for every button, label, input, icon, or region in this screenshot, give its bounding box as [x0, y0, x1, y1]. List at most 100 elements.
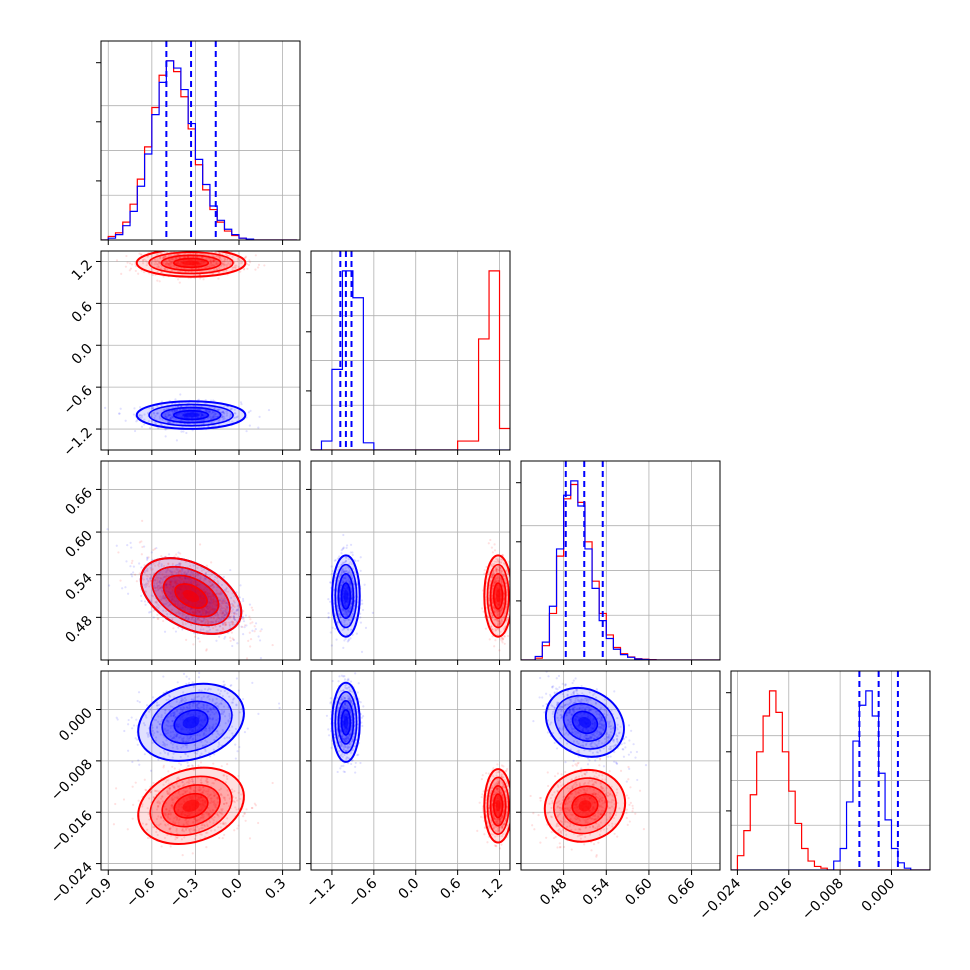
scatter-point — [259, 630, 262, 633]
scatter-point — [361, 608, 365, 612]
scatter-point — [141, 519, 144, 523]
scatter-point — [202, 260, 206, 263]
scatter-point — [487, 542, 490, 545]
scatter-point — [155, 253, 159, 256]
panel-1-1 — [306, 250, 511, 455]
scatter-point — [212, 399, 215, 402]
scatter-point — [338, 555, 341, 558]
scatter-point — [129, 267, 133, 270]
scatter-point — [166, 412, 170, 416]
panel-content — [112, 671, 281, 857]
scatter-point — [155, 266, 158, 269]
scatter-point — [141, 545, 144, 549]
scatter-point — [191, 267, 194, 270]
scatter-point — [131, 559, 134, 562]
scatter-point — [225, 269, 228, 273]
scatter-point — [483, 572, 486, 575]
scatter-point — [183, 264, 187, 267]
scatter-point — [194, 635, 197, 638]
scatter-point — [205, 409, 208, 413]
scatter-point — [166, 415, 170, 418]
scatter-point — [249, 618, 252, 621]
scatter-point — [173, 410, 177, 413]
scatter-point — [170, 261, 173, 264]
scatter-point — [190, 267, 194, 270]
scatter-point — [154, 422, 157, 425]
scatter-point — [225, 263, 228, 267]
scatter-point — [216, 255, 219, 258]
scatter-point — [148, 426, 152, 430]
scatter-point — [179, 393, 182, 396]
scatter-point — [511, 611, 513, 613]
scatter-point — [489, 538, 492, 542]
scatter-point — [201, 260, 204, 263]
scatter-point — [196, 255, 199, 259]
scatter-point — [178, 409, 181, 412]
scatter-point — [241, 597, 245, 601]
scatter-point — [340, 552, 343, 555]
scatter-point — [169, 417, 172, 420]
scatter-point — [170, 416, 173, 419]
scatter-point — [108, 584, 111, 587]
scatter-point — [215, 639, 218, 642]
scatter-point — [210, 415, 213, 418]
scatter-point — [498, 649, 501, 652]
scatter-point — [349, 543, 353, 546]
scatter-point — [177, 405, 180, 408]
scatter-point — [258, 415, 261, 418]
scatter-point — [178, 253, 182, 256]
scatter-point — [248, 424, 251, 427]
scatter-point — [510, 624, 512, 626]
scatter-point — [237, 265, 240, 269]
scatter-point — [488, 638, 491, 641]
scatter-point — [200, 413, 204, 416]
scatter-point — [198, 419, 201, 422]
scatter-point — [140, 253, 143, 257]
scatter-point — [214, 415, 217, 418]
scatter-point — [199, 252, 202, 256]
scatter-point — [124, 586, 127, 589]
y-tick-label: 0.6 — [69, 299, 96, 326]
scatter-point — [152, 609, 155, 612]
panel-0-0 — [96, 40, 301, 245]
scatter-point — [202, 261, 205, 264]
scatter-point — [152, 616, 155, 619]
scatter-point — [158, 261, 161, 264]
scatter-point — [164, 413, 168, 416]
scatter-point — [209, 399, 213, 402]
scatter-point — [212, 263, 215, 266]
scatter-point — [223, 259, 226, 262]
scatter-point — [152, 412, 156, 415]
scatter-point — [230, 683, 233, 687]
scatter-point — [248, 615, 251, 618]
scatter-point — [187, 408, 190, 411]
scatter-point — [202, 422, 205, 425]
scatter-point — [171, 416, 175, 420]
scatter-point — [231, 644, 234, 648]
scatter-point — [180, 430, 183, 433]
scatter-point — [153, 547, 156, 550]
scatter-point — [220, 411, 223, 414]
scatter-point — [238, 596, 241, 599]
scatter-point — [158, 260, 161, 264]
scatter-point — [200, 412, 203, 415]
scatter-point — [512, 570, 514, 572]
density-contour — [343, 589, 349, 603]
scatter-point — [359, 569, 362, 572]
scatter-point — [228, 636, 232, 639]
scatter-point — [159, 256, 162, 259]
scatter-point — [210, 263, 213, 266]
scatter-point — [212, 259, 215, 262]
scatter-point — [225, 410, 228, 413]
scatter-point — [205, 564, 208, 567]
scatter-point — [138, 413, 141, 416]
scatter-point — [165, 583, 168, 586]
scatter-point — [188, 258, 192, 262]
scatter-point — [209, 417, 213, 420]
scatter-point — [242, 633, 245, 636]
scatter-point — [163, 630, 167, 633]
scatter-point — [177, 626, 180, 629]
scatter-point — [331, 626, 334, 629]
scatter-point — [179, 262, 182, 265]
scatter-point — [126, 749, 130, 752]
